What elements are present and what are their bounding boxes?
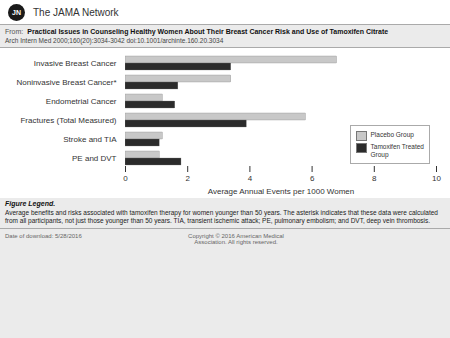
html-text:Average benefits and risks ass: Average benefits and risks associated wi… <box>5 209 438 225</box>
svg-text:Stroke and TIA: Stroke and TIA <box>63 135 117 144</box>
html-text:The JAMA Network: The JAMA Network <box>33 6 119 18</box>
html-text:Placebo Group: Placebo Group <box>370 131 414 139</box>
svg-text:0: 0 <box>123 174 128 183</box>
html-text:Tamoxifen Treated Group: Tamoxifen Treated Group <box>370 143 424 158</box>
html-text:Copyright © 2016 American Medi: Copyright © 2016 American Medical Associ… <box>188 233 284 245</box>
svg-text:Noninvasive Breast Cancer*: Noninvasive Breast Cancer* <box>16 78 116 87</box>
html-text:Practical Issues in Counseling: Practical Issues in Counseling Healthy W… <box>27 28 389 35</box>
svg-text:6: 6 <box>310 174 315 183</box>
html-text:Arch Intern Med 2000;160(20):3: Arch Intern Med 2000;160(20):3034-3042 d… <box>5 37 224 44</box>
svg-text:Invasive Breast Cancer: Invasive Breast Cancer <box>34 59 117 68</box>
html-text:Date of download: 5/28/2016: Date of download: 5/28/2016 <box>5 233 82 239</box>
svg-text:4: 4 <box>248 174 253 183</box>
svg-text:Average Annual Events per 1000: Average Annual Events per 1000 Women <box>208 187 354 196</box>
html-text:JN: JN <box>12 8 21 16</box>
svg-text:8: 8 <box>372 174 377 183</box>
svg-text:Endometrial Cancer: Endometrial Cancer <box>46 97 117 106</box>
svg-text:PE and DVT: PE and DVT <box>72 154 117 163</box>
html-text:From:: From: <box>5 28 24 35</box>
html-text:Figure Legend.: Figure Legend. <box>5 200 56 207</box>
svg-text:2: 2 <box>185 174 190 183</box>
svg-text:10: 10 <box>432 174 441 183</box>
svg-text:Fractures (Total Measured): Fractures (Total Measured) <box>20 116 116 125</box>
